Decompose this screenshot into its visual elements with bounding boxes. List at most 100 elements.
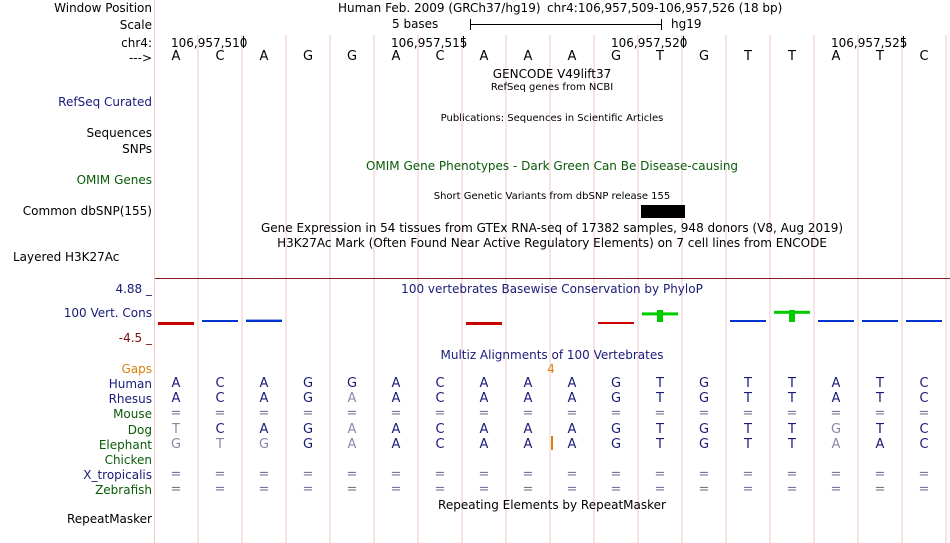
chrom-label: chr4:: [121, 36, 152, 50]
phylop-plot[interactable]: [155, 300, 950, 340]
sequence-base: T: [656, 49, 664, 64]
alignment-base: =: [434, 406, 446, 421]
db-label: hg19: [671, 17, 702, 31]
alignment-base: =: [214, 406, 226, 421]
h3k27ac-track-title[interactable]: H3K27Ac Mark (Often Found Near Active Re…: [277, 236, 827, 250]
sequence-base: A: [831, 49, 841, 64]
sequence-base: T: [876, 49, 884, 64]
alignment-base: A: [347, 437, 357, 452]
alignment-base: A: [479, 422, 489, 437]
alignment-base: C: [919, 437, 929, 452]
species-label[interactable]: Mouse: [113, 407, 152, 421]
alignment-base: C: [919, 391, 929, 406]
publications-track-title[interactable]: Publications: Sequences in Scientific Ar…: [440, 113, 664, 124]
refseq-track-subtitle[interactable]: RefSeq genes from NCBI: [490, 82, 614, 93]
alignment-base: =: [434, 482, 446, 497]
gaps-value: 4: [547, 362, 555, 376]
tick-label: 106,957,525: [831, 36, 908, 50]
alignment-base: G: [610, 422, 622, 437]
alignment-base: T: [744, 437, 752, 452]
alignment-base: A: [831, 437, 841, 452]
strand-label: --->: [128, 51, 152, 65]
alignment-base: T: [656, 391, 664, 406]
alignment-base: G: [302, 376, 314, 391]
phylop-peak: [657, 310, 663, 322]
window-position-label: Window Position: [54, 1, 152, 15]
species-label[interactable]: Elephant: [98, 438, 152, 452]
alignment-base: =: [390, 406, 402, 421]
phylop-bar: [862, 320, 898, 322]
multiz-track-title[interactable]: Multiz Alignments of 100 Vertebrates: [440, 348, 664, 362]
alignment-base: G: [258, 437, 270, 452]
species-label[interactable]: Zebrafish: [95, 483, 152, 497]
alignment-base: C: [435, 376, 445, 391]
alignment-base: =: [874, 406, 886, 421]
snp-feature[interactable]: [641, 205, 685, 218]
species-label[interactable]: X_tropicalis: [83, 468, 152, 482]
alignment-base: T: [656, 437, 664, 452]
alignment-base: C: [435, 422, 445, 437]
snps-label[interactable]: SNPs: [122, 142, 152, 156]
alignment-base: A: [523, 437, 533, 452]
alignment-base: A: [567, 376, 577, 391]
phylop-max-label: 4.88 _: [115, 282, 152, 296]
alignment-base: A: [171, 376, 181, 391]
alignment-base: A: [347, 391, 357, 406]
phylop-bar: [466, 322, 502, 325]
sequence-base: A: [523, 49, 533, 64]
refseq-curated-label[interactable]: RefSeq Curated: [58, 95, 152, 109]
alignment-base: =: [786, 482, 798, 497]
alignment-base: =: [478, 406, 490, 421]
alignment-base: G: [698, 422, 710, 437]
phylop-track-title[interactable]: 100 vertebrates Basewise Conservation by…: [401, 282, 703, 296]
alignment-base: C: [919, 376, 929, 391]
alignment-base: =: [522, 482, 534, 497]
alignment-base: A: [831, 391, 841, 406]
alignment-base: A: [391, 376, 401, 391]
h3k27ac-label[interactable]: Layered H3K27Ac: [13, 250, 120, 264]
gtex-track-title[interactable]: Gene Expression in 54 tissues from GTEx …: [260, 221, 844, 235]
gaps-label[interactable]: Gaps: [121, 362, 152, 376]
species-label[interactable]: Dog: [127, 423, 152, 437]
tick-mark: [243, 36, 244, 48]
alignment-base: =: [654, 482, 666, 497]
species-label[interactable]: Rhesus: [108, 392, 152, 406]
alignment-base: A: [479, 437, 489, 452]
alignment-base: =: [214, 482, 226, 497]
gencode-track-title[interactable]: GENCODE V49lift37: [492, 67, 612, 81]
alignment-base: A: [171, 391, 181, 406]
phylop-bar: [202, 320, 238, 322]
alignment-base: A: [523, 422, 533, 437]
species-label[interactable]: Chicken: [104, 453, 152, 467]
omim-genes-label[interactable]: OMIM Genes: [76, 173, 152, 187]
phylop-track-label[interactable]: 100 Vert. Cons: [63, 306, 152, 320]
sequence-base: A: [391, 49, 401, 64]
sequence-base: G: [698, 49, 710, 64]
alignment-base: T: [788, 422, 796, 437]
track-separator: [155, 278, 950, 279]
repeatmasker-track-title[interactable]: Repeating Elements by RepeatMasker: [438, 498, 666, 512]
sequences-label[interactable]: Sequences: [86, 126, 152, 140]
dbsnp-track-title[interactable]: Short Genetic Variants from dbSNP releas…: [433, 191, 671, 202]
alignment-base: =: [434, 467, 446, 482]
alignment-base: =: [302, 406, 314, 421]
alignment-base: =: [522, 406, 534, 421]
omim-track-title[interactable]: OMIM Gene Phenotypes - Dark Green Can Be…: [365, 159, 739, 173]
sequence-base: A: [479, 49, 489, 64]
alignment-base: =: [918, 482, 930, 497]
alignment-base: =: [170, 467, 182, 482]
sequence-base: A: [567, 49, 577, 64]
alignment-base: T: [216, 437, 224, 452]
alignment-base: =: [390, 467, 402, 482]
alignment-base: =: [830, 406, 842, 421]
species-label[interactable]: Human: [108, 377, 152, 391]
phylop-min-label: -4.5 _: [118, 331, 152, 345]
alignment-base: =: [698, 406, 710, 421]
alignment-base: A: [875, 437, 885, 452]
alignment-base: =: [346, 482, 358, 497]
dbsnp-label[interactable]: Common dbSNP(155): [22, 204, 152, 218]
alignment-base: A: [567, 422, 577, 437]
alignment-base: =: [742, 406, 754, 421]
repeatmasker-label[interactable]: RepeatMasker: [66, 512, 152, 526]
alignment-base: A: [259, 422, 269, 437]
